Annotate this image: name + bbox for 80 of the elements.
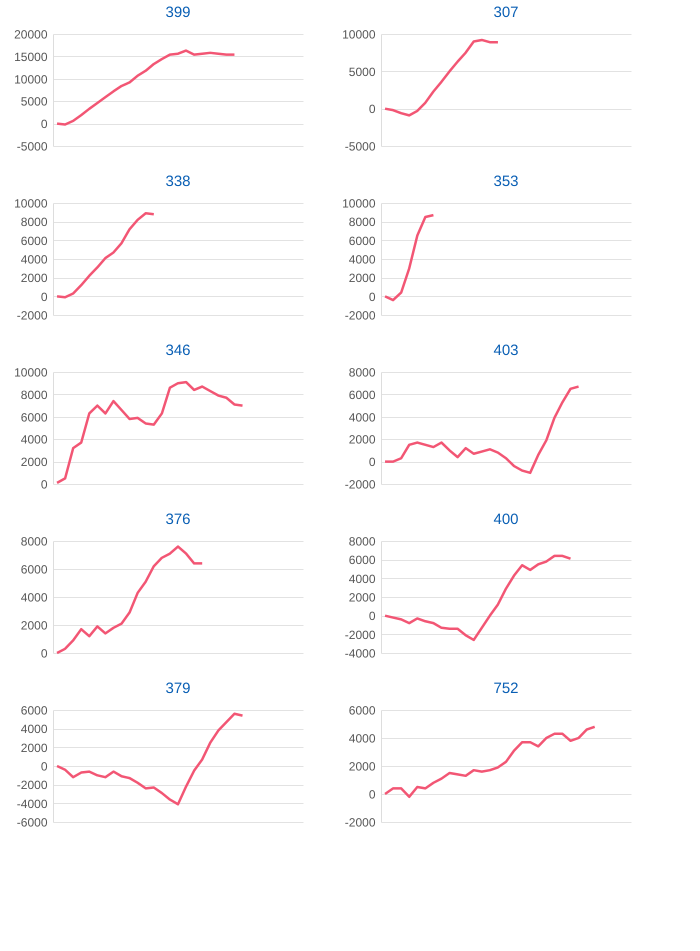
y-tick-label: 20000 (14, 28, 48, 42)
y-tick-label: 2000 (20, 740, 48, 755)
chart-title: 338 (165, 173, 191, 190)
chart-title: 403 (493, 342, 519, 359)
y-tick-label: -5000 (16, 140, 48, 154)
y-tick-label: -2000 (16, 308, 48, 322)
y-tick-label: 2000 (20, 271, 48, 286)
line-series (56, 712, 244, 806)
y-tick-label: 8000 (348, 215, 376, 230)
y-tick-label: 8000 (348, 534, 376, 548)
line-series (56, 545, 204, 654)
y-tick-label: 0 (368, 290, 376, 304)
y-tick-label: -2000 (344, 478, 376, 492)
y-tick-label: 6000 (348, 704, 376, 718)
y-tick-label: 0 (40, 478, 48, 492)
y-tick-label: 6000 (348, 388, 376, 402)
y-tick-label: -2000 (344, 816, 376, 830)
y-tick-label: 10000 (14, 366, 48, 380)
y-tick-label: 10000 (14, 72, 48, 86)
y-tick-label: 6000 (20, 410, 48, 424)
y-tick-label: 2000 (20, 455, 48, 470)
chart-title: 353 (493, 173, 519, 190)
y-tick-label: 5000 (348, 64, 376, 79)
line-series (384, 38, 500, 117)
y-tick-label: 6000 (348, 234, 376, 248)
chart-title: 379 (165, 680, 191, 697)
chart-title: 307 (493, 4, 519, 21)
chart-title: 752 (493, 680, 519, 697)
y-tick-label: 4000 (348, 572, 376, 586)
y-tick-label: 4000 (20, 252, 48, 266)
y-tick-label: 2000 (20, 618, 48, 632)
line-series (384, 554, 572, 642)
y-tick-label: 8000 (348, 366, 376, 380)
y-tick-label: 0 (368, 609, 376, 624)
y-tick-label: 4000 (20, 590, 48, 604)
y-tick-label: 2000 (348, 590, 376, 604)
y-tick-label: 4000 (20, 432, 48, 447)
chart-title: 399 (165, 4, 191, 21)
y-tick-label: 0 (368, 455, 376, 470)
y-tick-label: -2000 (344, 308, 376, 322)
y-tick-label: 10000 (342, 28, 376, 42)
chart-title: 376 (165, 511, 191, 528)
y-tick-label: 8000 (20, 534, 48, 548)
y-tick-label: 6000 (20, 704, 48, 718)
y-tick-label: -5000 (344, 140, 376, 154)
y-tick-label: 10000 (14, 196, 48, 210)
y-tick-label: 4000 (348, 732, 376, 746)
chart-title: 346 (165, 342, 191, 359)
line-series (56, 49, 236, 126)
y-tick-label: -4000 (344, 646, 376, 660)
chart-title: 400 (493, 511, 519, 528)
y-tick-label: 10000 (342, 196, 376, 210)
line-series (56, 380, 244, 484)
y-tick-label: -2000 (16, 778, 48, 792)
line-series (384, 385, 580, 474)
line-series (384, 214, 435, 302)
y-tick-label: -4000 (16, 796, 48, 811)
y-tick-label: -6000 (16, 816, 48, 830)
y-tick-label: 15000 (14, 50, 48, 64)
y-tick-label: 8000 (20, 215, 48, 230)
y-tick-label: 0 (368, 788, 376, 802)
y-tick-label: 6000 (348, 553, 376, 568)
line-series (384, 726, 596, 798)
line-series (56, 212, 156, 299)
y-tick-label: 5000 (20, 94, 48, 109)
y-tick-label: 4000 (20, 722, 48, 736)
y-tick-label: 4000 (348, 410, 376, 424)
y-tick-label: 8000 (20, 388, 48, 402)
y-tick-label: 6000 (20, 562, 48, 576)
y-tick-label: 0 (40, 646, 48, 660)
y-tick-label: 0 (40, 760, 48, 774)
y-tick-label: 6000 (20, 234, 48, 248)
y-tick-label: 0 (40, 117, 48, 132)
y-tick-label: 4000 (348, 252, 376, 266)
y-tick-label: 2000 (348, 271, 376, 286)
y-tick-label: 0 (368, 102, 376, 116)
y-tick-label: 0 (40, 290, 48, 304)
y-tick-label: 2000 (348, 760, 376, 774)
y-tick-label: 2000 (348, 432, 376, 447)
y-tick-label: -2000 (344, 628, 376, 642)
